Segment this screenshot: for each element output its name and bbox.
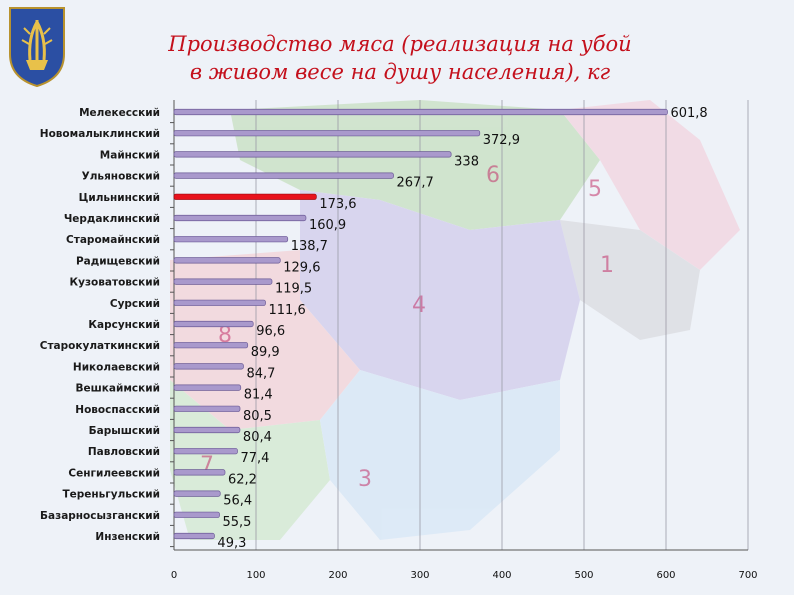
bar [173,405,241,412]
data-label: 56,4 [223,494,252,509]
category-label: Вешкаймский [76,383,161,395]
category-label: Николаевский [73,361,160,373]
map-region-south [320,370,560,540]
map-region-number: 4 [412,293,426,318]
data-label: 129,6 [283,260,320,275]
x-tick-label: 200 [328,570,347,581]
data-label: 77,4 [240,451,269,466]
category-label: Тереньгульский [62,489,160,501]
bar [173,490,221,497]
data-label: 96,6 [256,324,285,339]
chart-title: Производство мяса (реализация на убой в … [80,30,720,86]
x-tick-label: 0 [171,570,177,581]
map-region-center [300,190,580,400]
data-label: 338 [454,154,479,169]
bar [173,130,481,137]
map-region-southwest [170,380,330,540]
data-label: 111,6 [269,303,306,318]
bar [173,193,317,200]
bar [173,363,244,370]
data-label: 80,4 [243,430,272,445]
data-label: 601,8 [670,106,707,121]
x-tick-label: 500 [574,570,593,581]
map-region-northeast [560,100,740,270]
bar [173,108,668,116]
bar [173,278,273,285]
chart-title-line-2: в живом весе на душу населения), кг [189,60,611,84]
category-label: Базарносызганский [40,510,160,522]
bar [173,384,242,391]
category-label: Майнский [100,149,160,161]
data-label: 81,4 [244,388,273,403]
category-label: Кузоватовский [70,277,160,289]
data-label: 173,6 [319,197,356,212]
map-region-number: 8 [218,323,232,348]
category-label: Новоспасский [75,404,160,416]
data-label: 55,5 [223,515,252,530]
bar [173,320,254,328]
bar [173,151,452,158]
category-label: Сурский [110,298,160,310]
map-region-number: 3 [358,467,372,492]
map-region-number: 1 [600,253,614,278]
bar [173,172,394,179]
bar [173,448,238,455]
data-label: 119,5 [275,282,312,297]
bar [173,214,307,222]
x-tick-label: 100 [246,570,265,581]
bar [173,532,215,540]
data-label: 89,9 [251,345,280,360]
data-label: 62,2 [228,472,257,487]
category-label: Павловский [88,446,160,458]
map-region-east [560,220,700,340]
bar [173,236,289,243]
coat-of-arms-emblem [9,7,65,88]
x-tick-label: 600 [656,570,675,581]
bar [173,469,226,476]
bar [173,342,249,349]
chart-title-line-1: Производство мяса (реализация на убой [168,32,632,56]
category-label: Радищевский [76,255,160,267]
category-label: Карсунский [88,319,160,331]
x-tick-label: 700 [738,570,757,581]
x-tick-label: 300 [410,570,429,581]
category-label: Старокулаткинский [40,340,160,352]
data-label: 138,7 [291,239,328,254]
data-label: 267,7 [397,176,434,191]
bar [173,426,241,434]
data-label: 372,9 [483,133,520,148]
category-label: Ульяновский [82,171,160,183]
map-region-number: 5 [588,177,602,202]
data-label: 49,3 [217,536,246,551]
bar [173,257,281,264]
bar [173,511,220,518]
category-label: Цильнинский [79,192,160,204]
data-label: 80,5 [243,409,272,424]
category-label: Мелекесский [79,107,160,119]
map-region-number: 6 [486,163,500,188]
category-label: Барышский [89,425,160,437]
category-label: Инзенский [95,531,160,543]
bar [173,299,266,306]
category-label: Новомалыклинский [40,128,160,140]
category-label: Сенгилеевский [68,467,160,479]
x-tick-label: 400 [492,570,511,581]
data-label: 160,9 [309,218,346,233]
data-label: 84,7 [246,366,275,381]
category-label: Чердаклинский [64,213,160,225]
category-label: Старомайнский [66,234,160,246]
